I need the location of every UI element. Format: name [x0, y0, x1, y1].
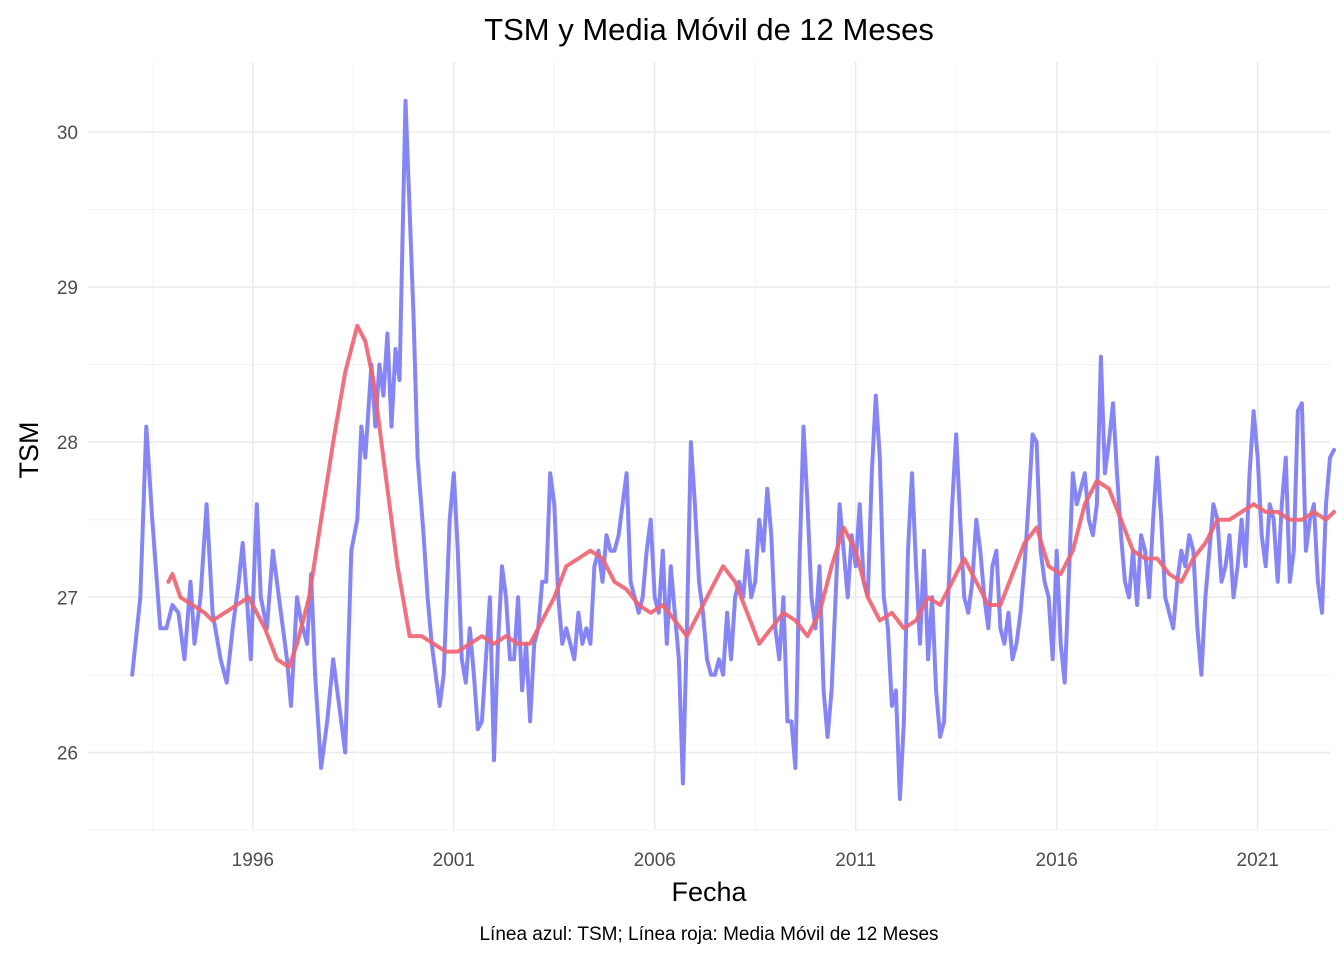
y-tick-label: 26 — [57, 743, 78, 764]
x-tick-label: 2006 — [634, 850, 676, 871]
x-tick-label: 2021 — [1237, 850, 1279, 871]
y-tick-label: 28 — [57, 433, 78, 454]
series-layer — [130, 98, 1336, 801]
y-tick-label: 30 — [57, 123, 78, 144]
x-axis-title: Fecha — [671, 877, 747, 907]
tsm-line — [130, 98, 1336, 801]
chart-title: TSM y Media Móvil de 12 Meses — [484, 12, 934, 47]
tick-labels: 26 27 28 29 30 1996 2001 2006 2011 2016 2021 — [57, 123, 1279, 871]
x-tick-label: 2001 — [433, 850, 475, 871]
chart-caption: Línea azul: TSM; Línea roja: Media Móvil… — [479, 924, 938, 945]
moving-average-line — [166, 323, 1336, 670]
x-tick-label: 2016 — [1036, 850, 1078, 871]
y-axis-title: TSM — [14, 422, 44, 479]
grid — [88, 62, 1330, 831]
x-tick-label: 1996 — [232, 850, 274, 871]
y-tick-label: 29 — [57, 278, 78, 299]
y-tick-label: 27 — [57, 588, 78, 609]
x-tick-label: 2011 — [835, 850, 876, 871]
